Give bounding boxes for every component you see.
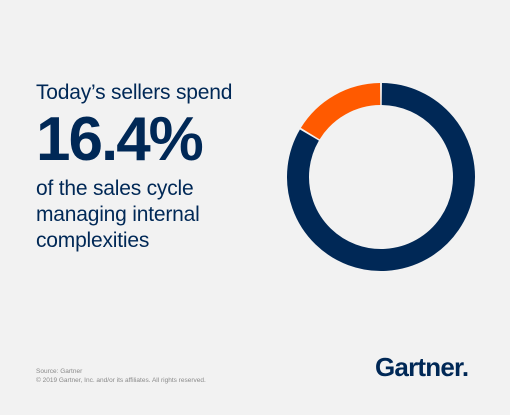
headline-block: Today’s sellers spend 16.4% of the sales…	[36, 80, 276, 254]
donut-slices	[287, 83, 475, 271]
headline-stat: 16.4%	[36, 105, 204, 174]
donut-slice-highlight	[300, 83, 381, 140]
headline-intro: Today’s sellers spend	[36, 81, 233, 104]
gartner-logo: Gartner.	[375, 352, 469, 382]
headline-outro: of the sales cycle managing internal com…	[36, 177, 200, 252]
source-text: Source: Gartner	[36, 368, 83, 375]
copyright-text: © 2019 Gartner, Inc. and/or its affiliat…	[36, 377, 206, 384]
source-note: Source: Gartner © 2019 Gartner, Inc. and…	[36, 367, 206, 385]
donut-slice-remainder	[287, 83, 475, 271]
donut-chart	[287, 83, 475, 271]
